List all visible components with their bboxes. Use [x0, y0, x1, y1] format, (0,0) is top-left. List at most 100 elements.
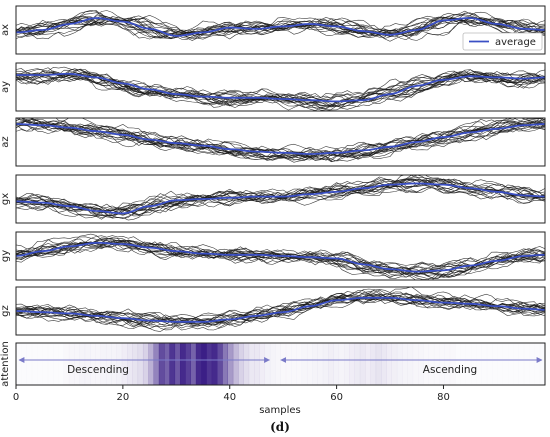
attention-cell-98: [534, 343, 540, 385]
attention-cell-88: [482, 343, 488, 385]
attention-cell-64: [354, 343, 361, 385]
attention-cell-95: [519, 343, 525, 385]
panel-frame-ax: [15, 5, 546, 55]
attention-cell-57: [317, 343, 324, 385]
signal-panels: ax average ay az gx gy gz: [0, 5, 546, 336]
attention-cell-90: [492, 343, 498, 385]
attention-cell-34: [195, 343, 202, 385]
legend: average: [462, 32, 543, 51]
attention-cell-0: [16, 343, 22, 385]
y-axis-label-ax: ax: [0, 24, 11, 36]
attention-cell-72: [396, 343, 403, 385]
attention-cell-27: [158, 343, 165, 385]
trace-ay-12: [16, 73, 545, 108]
x-tick-label-4: 80: [437, 392, 450, 403]
attention-cell-38: [217, 343, 223, 385]
attention-cell-10: [68, 343, 75, 385]
attention-cell-43: [243, 343, 250, 385]
attention-cell-89: [487, 343, 493, 385]
y-axis-label-gx: gx: [0, 193, 11, 205]
trace-gz-15: [16, 293, 545, 328]
panel-gy: gy: [0, 231, 546, 281]
attention-cell-48: [269, 343, 276, 385]
attention-cell-33: [190, 343, 197, 385]
attention-cell-4: [37, 343, 43, 385]
attention-cell-94: [513, 343, 519, 385]
x-axis: 0 20 40 60 80: [13, 385, 450, 403]
attention-cell-25: [148, 343, 154, 385]
x-axis-label: samples: [259, 405, 301, 416]
average-line-ay: [16, 72, 545, 103]
attention-cell-3: [32, 343, 38, 385]
region-label-1: Ascending: [423, 364, 477, 376]
attention-cell-20: [121, 343, 128, 385]
attention-cell-61: [338, 343, 345, 385]
trace-ax-5: [16, 17, 545, 41]
y-axis-label-az: az: [0, 136, 11, 147]
attention-cell-71: [391, 343, 398, 385]
attention-cell-53: [296, 343, 302, 385]
attention-cell-51: [286, 343, 292, 385]
attention-cell-65: [359, 343, 366, 385]
trace-ax-8: [16, 10, 545, 39]
attention-cell-31: [179, 343, 186, 385]
attention-cell-50: [281, 343, 287, 385]
attention-frame: [15, 342, 546, 386]
attention-cell-28: [164, 343, 170, 385]
x-tick-label-2: 40: [223, 392, 236, 403]
attention-cell-1: [21, 343, 27, 385]
attention-cell-13: [84, 343, 91, 385]
attention-cell-29: [169, 343, 176, 385]
attention-cell-8: [58, 343, 64, 385]
trace-ax-13: [16, 12, 545, 38]
attention-cell-42: [238, 343, 244, 385]
attention-cell-62: [343, 343, 350, 385]
attention-cell-37: [211, 343, 218, 385]
attention-cell-22: [132, 343, 139, 385]
trace-ay-15: [16, 74, 545, 108]
trace-az-15: [16, 120, 545, 163]
average-line-gy: [16, 241, 545, 273]
trace-gx-9: [16, 181, 545, 221]
figure-caption: (d): [270, 420, 290, 434]
attention-cell-32: [185, 343, 191, 385]
attention-cell-18: [111, 343, 117, 385]
attention-cell-12: [79, 343, 86, 385]
trace-gz-13: [16, 290, 545, 323]
attention-cell-21: [127, 343, 133, 385]
attention-cell-66: [365, 343, 371, 385]
attention-cell-41: [232, 343, 239, 385]
trace-gx-15: [16, 175, 545, 215]
panel-gz: gz: [0, 286, 546, 336]
attention-cell-15: [95, 343, 102, 385]
attention-cell-17: [105, 343, 112, 385]
attention-cell-55: [306, 343, 313, 385]
attention-cell-5: [42, 343, 48, 385]
attention-cell-75: [412, 343, 419, 385]
attention-cell-11: [74, 343, 80, 385]
attention-cell-54: [301, 343, 308, 385]
attention-panel: Descending Ascending attention: [0, 341, 546, 387]
attention-cell-92: [503, 343, 509, 385]
attention-cell-49: [275, 343, 281, 385]
trace-gy-3: [16, 237, 545, 280]
x-tick-label-3: 60: [330, 392, 343, 403]
attention-cell-68: [375, 343, 382, 385]
y-axis-label-ay: ay: [0, 81, 11, 93]
attention-cell-24: [142, 343, 149, 385]
attention-cell-47: [264, 343, 271, 385]
attention-cell-58: [322, 343, 329, 385]
attention-cell-56: [312, 343, 318, 385]
y-axis-label-attention: attention: [0, 341, 11, 387]
trace-gx-12: [16, 178, 545, 217]
panel-ax: ax average: [0, 5, 546, 55]
attention-cell-23: [137, 343, 144, 385]
attention-cell-2: [27, 343, 33, 385]
panel-frame-az: [15, 117, 546, 167]
x-tick-label-0: 0: [13, 392, 19, 403]
attention-cell-76: [418, 343, 424, 385]
attention-cell-14: [90, 343, 96, 385]
trace-gy-13: [16, 237, 545, 279]
x-tick-label-1: 20: [117, 392, 130, 403]
attention-cell-39: [222, 343, 228, 385]
